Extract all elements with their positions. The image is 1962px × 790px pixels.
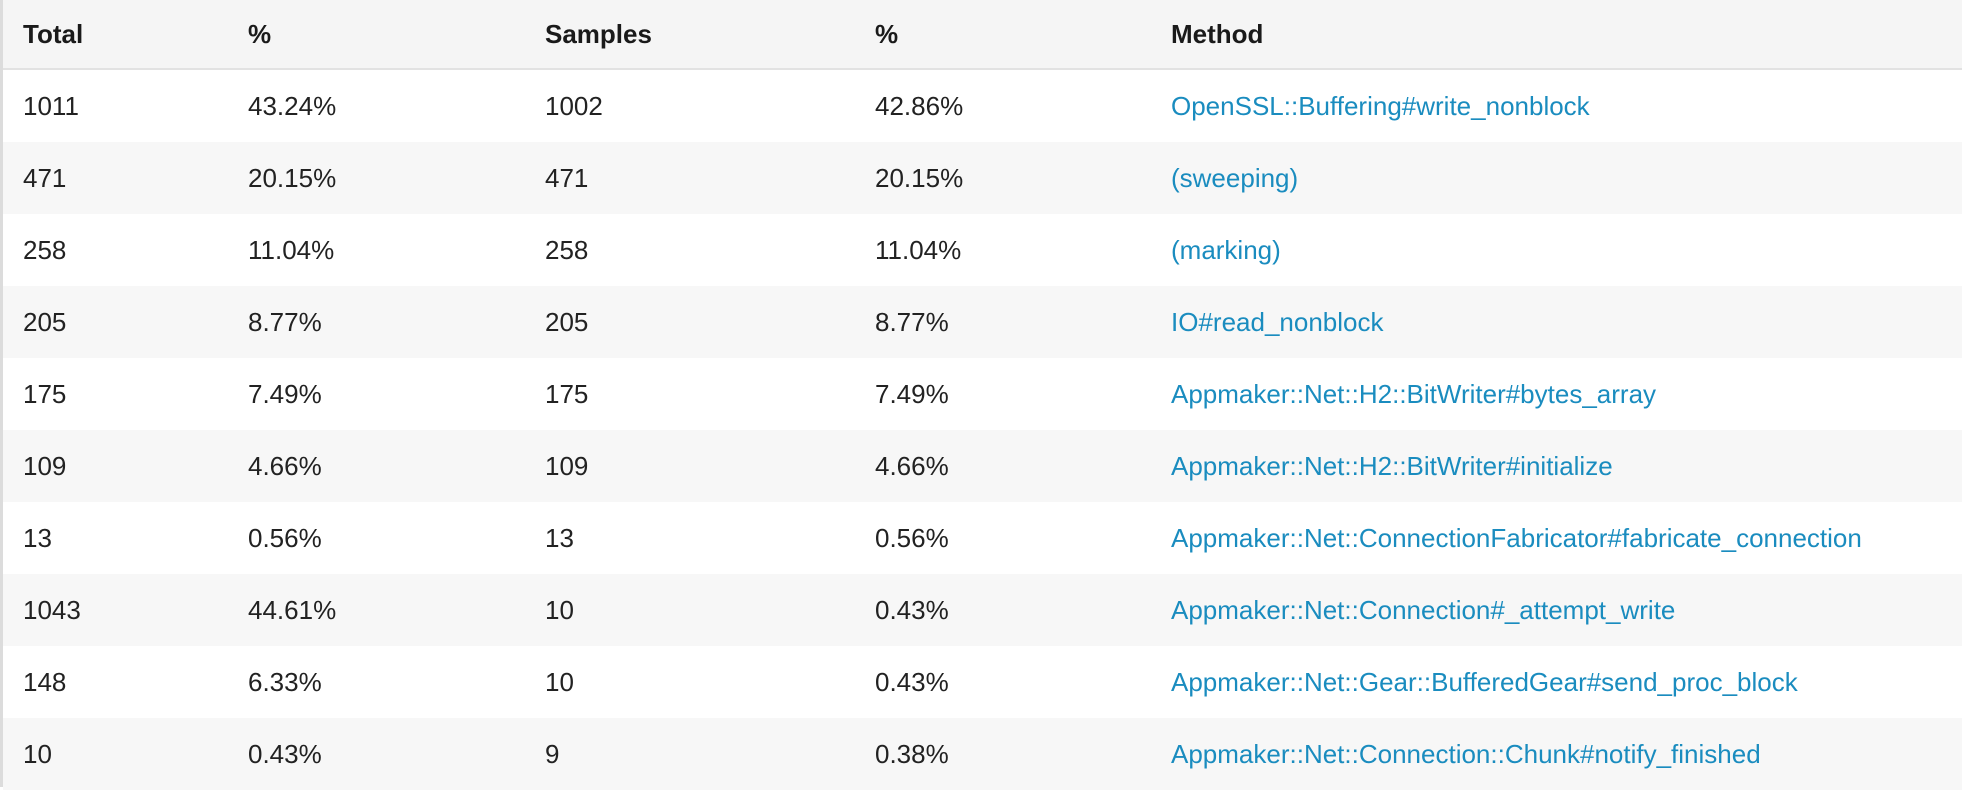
cell-samples: 109 (525, 430, 855, 502)
cell-method: Appmaker::Net::H2::BitWriter#initialize (1151, 430, 1962, 502)
cell-samples-percent: 4.66% (855, 430, 1151, 502)
table-row: 1043 44.61% 10 0.43% Appmaker::Net::Conn… (3, 574, 1962, 646)
cell-total-percent: 8.77% (228, 286, 525, 358)
cell-method: IO#read_nonblock (1151, 286, 1962, 358)
cell-samples-percent: 42.86% (855, 69, 1151, 142)
cell-samples: 205 (525, 286, 855, 358)
method-link[interactable]: Appmaker::Net::Gear::BufferedGear#send_p… (1171, 666, 1798, 697)
cell-samples: 471 (525, 142, 855, 214)
method-link[interactable]: Appmaker::Net::H2::BitWriter#bytes_array (1171, 378, 1657, 409)
cell-total: 1043 (3, 574, 228, 646)
cell-samples-percent: 11.04% (855, 214, 1151, 286)
cell-total-percent: 11.04% (228, 214, 525, 286)
cell-samples: 1002 (525, 69, 855, 142)
cell-samples-percent: 8.77% (855, 286, 1151, 358)
cell-samples: 10 (525, 646, 855, 718)
cell-total: 148 (3, 646, 228, 718)
cell-samples-percent: 20.15% (855, 142, 1151, 214)
method-link[interactable]: Appmaker::Net::H2::BitWriter#initialize (1171, 450, 1613, 481)
cell-samples-percent: 7.49% (855, 358, 1151, 430)
cell-total: 13 (3, 502, 228, 574)
method-link[interactable]: Appmaker::Net::Connection#_attempt_write (1171, 594, 1676, 625)
method-link[interactable]: Appmaker::Net::Connection::Chunk#notify_… (1171, 738, 1761, 769)
header-row: Total % Samples % Method (3, 0, 1962, 70)
cell-total-percent: 4.66% (228, 430, 525, 502)
method-link[interactable]: Appmaker::Net::ConnectionFabricator#fabr… (1171, 522, 1862, 553)
table-row: 1011 43.24% 1002 42.86% OpenSSL::Bufferi… (3, 69, 1962, 142)
cell-total-percent: 43.24% (228, 69, 525, 142)
table-row: 205 8.77% 205 8.77% IO#read_nonblock (3, 286, 1962, 358)
method-link[interactable]: OpenSSL::Buffering#write_nonblock (1171, 90, 1590, 121)
table-row: 175 7.49% 175 7.49% Appmaker::Net::H2::B… (3, 358, 1962, 430)
cell-total-percent: 0.56% (228, 502, 525, 574)
table-row: 10 0.43% 9 0.38% Appmaker::Net::Connecti… (3, 718, 1962, 790)
cell-samples: 175 (525, 358, 855, 430)
cell-total: 205 (3, 286, 228, 358)
method-link[interactable]: (marking) (1171, 234, 1281, 265)
cell-method: Appmaker::Net::Gear::BufferedGear#send_p… (1151, 646, 1962, 718)
cell-samples-percent: 0.43% (855, 646, 1151, 718)
cell-total: 175 (3, 358, 228, 430)
cell-samples: 9 (525, 718, 855, 790)
cell-samples-percent: 0.56% (855, 502, 1151, 574)
table-body: 1011 43.24% 1002 42.86% OpenSSL::Bufferi… (3, 69, 1962, 790)
cell-method: (marking) (1151, 214, 1962, 286)
table-row: 109 4.66% 109 4.66% Appmaker::Net::H2::B… (3, 430, 1962, 502)
cell-method: Appmaker::Net::Connection::Chunk#notify_… (1151, 718, 1962, 790)
cell-samples: 258 (525, 214, 855, 286)
table-row: 471 20.15% 471 20.15% (sweeping) (3, 142, 1962, 214)
header-method: Method (1151, 0, 1962, 70)
cell-samples: 13 (525, 502, 855, 574)
header-samples-percent: % (855, 0, 1151, 70)
table-row: 13 0.56% 13 0.56% Appmaker::Net::Connect… (3, 502, 1962, 574)
header-total: Total (3, 0, 228, 70)
cell-total-percent: 6.33% (228, 646, 525, 718)
cell-total: 10 (3, 718, 228, 790)
cell-total: 1011 (3, 69, 228, 142)
header-samples: Samples (525, 0, 855, 70)
table-row: 258 11.04% 258 11.04% (marking) (3, 214, 1962, 286)
cell-total-percent: 0.43% (228, 718, 525, 790)
header-total-percent: % (228, 0, 525, 70)
cell-total-percent: 7.49% (228, 358, 525, 430)
table-row: 148 6.33% 10 0.43% Appmaker::Net::Gear::… (3, 646, 1962, 718)
profile-table: Total % Samples % Method 1011 43.24% 100… (3, 0, 1962, 790)
cell-samples: 10 (525, 574, 855, 646)
cell-total-percent: 44.61% (228, 574, 525, 646)
table-header: Total % Samples % Method (3, 0, 1962, 70)
cell-method: (sweeping) (1151, 142, 1962, 214)
cell-method: Appmaker::Net::H2::BitWriter#bytes_array (1151, 358, 1962, 430)
cell-total: 258 (3, 214, 228, 286)
cell-samples-percent: 0.38% (855, 718, 1151, 790)
cell-method: Appmaker::Net::Connection#_attempt_write (1151, 574, 1962, 646)
cell-total: 471 (3, 142, 228, 214)
cell-total-percent: 20.15% (228, 142, 525, 214)
cell-samples-percent: 0.43% (855, 574, 1151, 646)
cell-method: OpenSSL::Buffering#write_nonblock (1151, 69, 1962, 142)
cell-method: Appmaker::Net::ConnectionFabricator#fabr… (1151, 502, 1962, 574)
method-link[interactable]: IO#read_nonblock (1171, 306, 1384, 337)
cell-total: 109 (3, 430, 228, 502)
method-link[interactable]: (sweeping) (1171, 162, 1299, 193)
